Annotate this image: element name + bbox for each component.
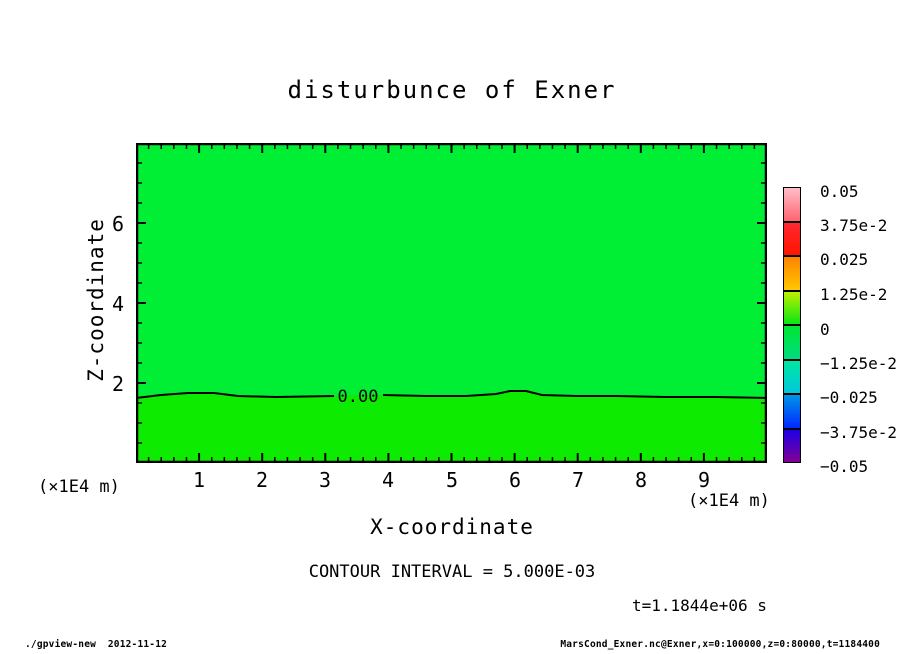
time-annotation: t=1.1844e+06 s <box>632 596 767 615</box>
plot-area: 0.00 <box>135 142 768 464</box>
colorbar-segment <box>784 255 800 290</box>
colorbar-segment <box>784 188 800 221</box>
chart-title: disturbunce of Exner <box>287 76 617 104</box>
y-axis-unit-label: (×1E4 m) <box>38 477 120 497</box>
x-tick-label: 5 <box>445 468 459 492</box>
y-tick-label: 4 <box>111 292 124 316</box>
colorbar <box>783 187 801 463</box>
colorbar-tick-label: 1.25e-2 <box>820 285 888 304</box>
x-tick-label: 9 <box>697 468 711 492</box>
zero-contour-line-right <box>382 390 768 399</box>
x-tick-label: 2 <box>255 468 269 492</box>
x-tick-label: 8 <box>634 468 648 492</box>
fill-region-below-contour <box>136 391 767 463</box>
x-tick-label: 1 <box>192 468 206 492</box>
colorbar-segment <box>784 393 800 428</box>
x-axis-title: X-coordinate <box>370 515 534 539</box>
colorbar-segment <box>784 358 800 393</box>
y-tick-label: 6 <box>111 212 124 236</box>
contour-interval-annotation: CONTOUR INTERVAL = 5.000E-03 <box>308 562 596 582</box>
colorbar-tick-label: 3.75e-2 <box>820 216 888 235</box>
x-tick-label: 7 <box>571 468 585 492</box>
x-tick-label: 3 <box>318 468 332 492</box>
colorbar-tick-label: −0.05 <box>820 457 869 476</box>
colorbar-segment <box>784 289 800 324</box>
x-tick-label: 6 <box>508 468 522 492</box>
contour-plot: 0.00 <box>135 142 768 464</box>
y-tick-label: 2 <box>111 372 124 396</box>
zero-contour-line-left <box>135 392 335 399</box>
tool-version-stamp: ./gpview-new 2012-11-12 <box>25 639 168 650</box>
data-source-stamp: MarsCond_Exner.nc@Exner,x=0:100000,z=0:8… <box>560 639 880 650</box>
plot-frame <box>135 142 768 464</box>
colorbar-segment <box>784 324 800 359</box>
colorbar-tick-label: 0.05 <box>820 182 859 201</box>
colorbar-tick-label: −3.75e-2 <box>820 423 898 442</box>
colorbar-tick-label: 0 <box>820 320 830 339</box>
x-tick-label: 4 <box>381 468 395 492</box>
colorbar-tick-label: −1.25e-2 <box>820 354 898 373</box>
contour-value-label: 0.00 <box>338 387 379 407</box>
colorbar-tick-label: −0.025 <box>820 388 878 407</box>
x-axis-unit-label: (×1E4 m) <box>688 491 770 511</box>
colorbar-segment <box>784 220 800 255</box>
colorbar-segment <box>784 427 800 462</box>
colorbar-tick-label: 0.025 <box>820 250 869 269</box>
